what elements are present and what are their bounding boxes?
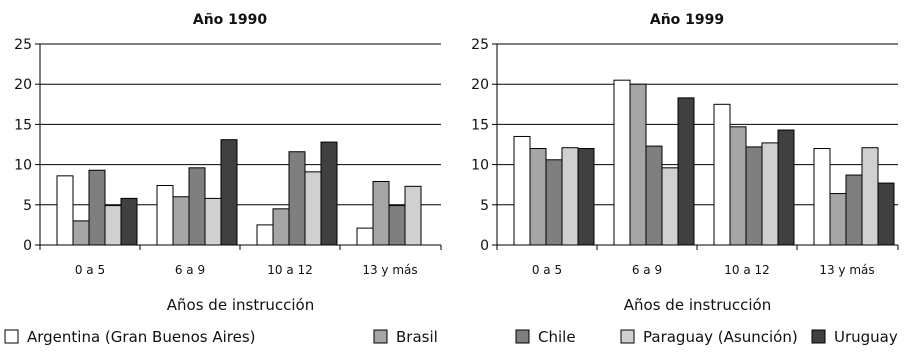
bar-argentina xyxy=(156,185,174,246)
bar-uruguay xyxy=(877,182,895,246)
y-tick-label: 5 xyxy=(23,198,32,214)
bar-argentina xyxy=(56,175,74,246)
bar-paraguay xyxy=(404,185,422,246)
x-axis-label: Años de instrucción xyxy=(624,296,771,314)
legend-swatch-brasil xyxy=(373,329,388,344)
bar-brasil xyxy=(372,180,390,246)
legend-swatch-paraguay xyxy=(620,329,635,344)
y-tick-label: 10 xyxy=(471,158,489,174)
x-category-label: 0 a 5 xyxy=(532,263,562,277)
y-tick-label: 25 xyxy=(471,37,489,53)
x-category-label: 10 a 12 xyxy=(267,263,313,277)
bar-chile xyxy=(745,146,763,246)
bar-brasil xyxy=(729,126,747,246)
bar-brasil xyxy=(272,208,290,246)
y-tick-label: 20 xyxy=(14,77,32,93)
legend-swatch-chile xyxy=(515,329,530,344)
bar-argentina xyxy=(713,103,731,246)
x-category-label: 13 y más xyxy=(362,263,417,277)
bar-argentina xyxy=(613,79,631,246)
bar-chile xyxy=(845,174,863,246)
y-tick-label: 15 xyxy=(14,117,32,133)
legend-entry-argentina: Argentina (Gran Buenos Aires) xyxy=(27,328,256,346)
bar-paraguay xyxy=(104,205,122,246)
bar-uruguay xyxy=(220,139,238,246)
bar-paraguay xyxy=(761,142,779,246)
bar-paraguay xyxy=(561,147,579,246)
legend-swatch-argentina xyxy=(4,329,19,344)
y-tick-label: 25 xyxy=(14,37,32,53)
bar-uruguay xyxy=(577,148,595,246)
legend-entry-paraguay: Paraguay (Asunción) xyxy=(643,328,798,346)
bar-uruguay xyxy=(677,97,695,246)
bar-argentina xyxy=(356,227,374,246)
legend-entry-brasil: Brasil xyxy=(396,328,438,346)
bar-paraguay xyxy=(861,147,879,246)
bar-chile xyxy=(645,145,663,246)
bar-uruguay xyxy=(120,197,138,246)
y-tick-label: 20 xyxy=(471,77,489,93)
bar-paraguay xyxy=(304,171,322,246)
x-axis-label: Años de instrucción xyxy=(167,296,314,314)
legend-entry-chile: Chile xyxy=(538,328,576,346)
y-tick-label: 0 xyxy=(480,238,489,254)
legend-entry-uruguay: Uruguay xyxy=(834,328,898,346)
bar-paraguay xyxy=(204,197,222,246)
bar-argentina xyxy=(256,224,274,246)
bar-chile xyxy=(288,151,306,246)
bar-paraguay xyxy=(661,167,679,246)
bar-argentina xyxy=(513,135,531,246)
bar-chile xyxy=(545,159,563,246)
bar-uruguay xyxy=(777,129,795,246)
y-tick-label: 5 xyxy=(480,198,489,214)
bar-argentina xyxy=(813,148,831,246)
bar-chile xyxy=(88,169,106,246)
x-category-label: 0 a 5 xyxy=(75,263,105,277)
x-category-label: 10 a 12 xyxy=(724,263,770,277)
bar-brasil xyxy=(629,83,647,246)
bar-uruguay xyxy=(320,141,338,246)
y-tick-label: 10 xyxy=(14,158,32,174)
bar-brasil xyxy=(829,193,847,246)
x-category-label: 13 y más xyxy=(819,263,874,277)
x-category-label: 6 a 9 xyxy=(632,263,662,277)
chart-title: Año 1990 xyxy=(193,12,268,28)
bar-chile xyxy=(388,205,406,246)
y-tick-label: 15 xyxy=(471,117,489,133)
x-category-label: 6 a 9 xyxy=(175,263,205,277)
bar-brasil xyxy=(72,220,90,246)
bar-chile xyxy=(188,167,206,246)
bar-brasil xyxy=(172,196,190,246)
chart-title: Año 1999 xyxy=(650,12,724,28)
legend-swatch-uruguay xyxy=(811,329,826,344)
bar-brasil xyxy=(529,148,547,246)
y-tick-label: 0 xyxy=(23,238,32,254)
